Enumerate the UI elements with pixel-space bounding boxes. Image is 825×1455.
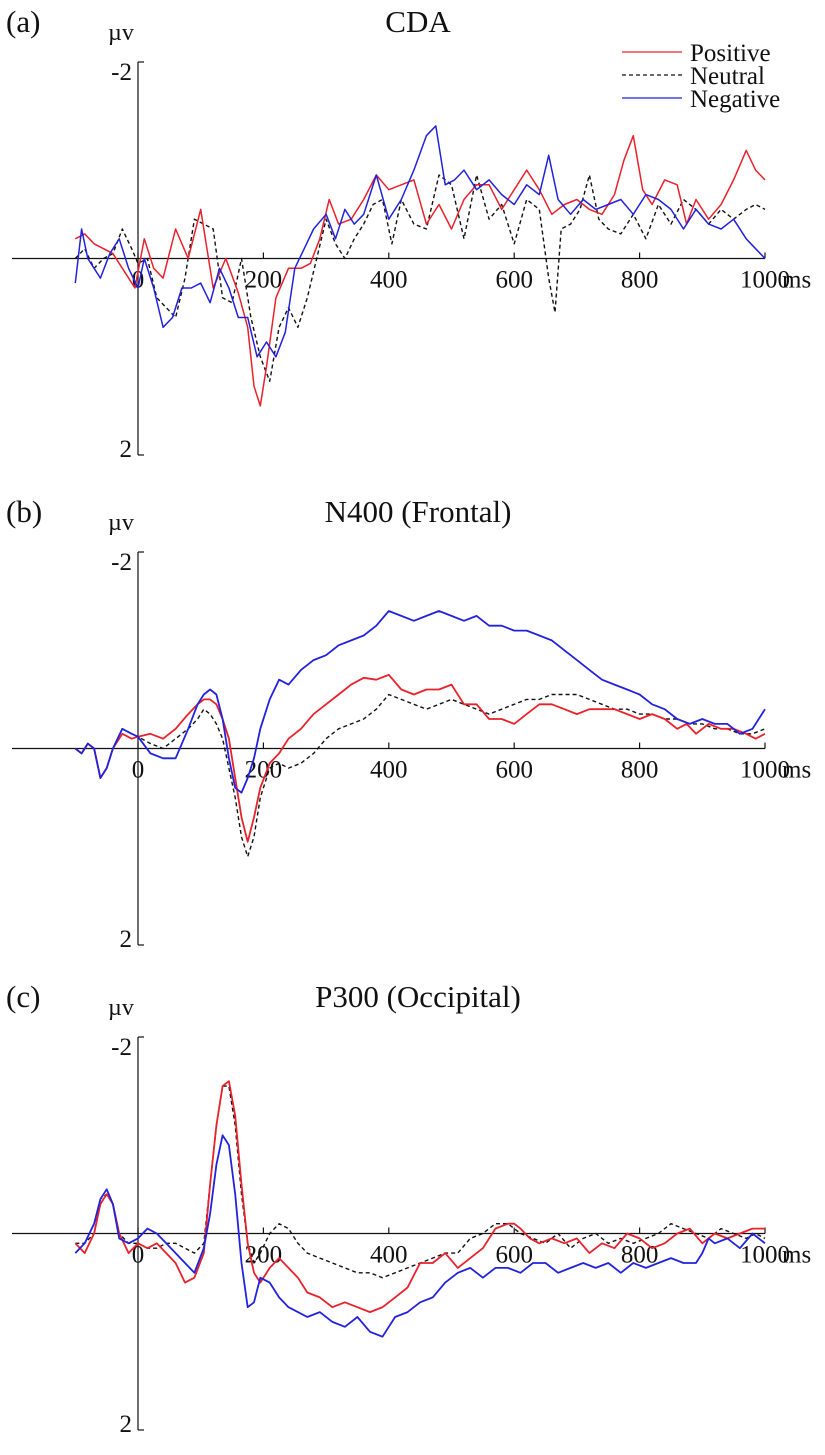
x-tick-label: 600	[495, 267, 533, 294]
series-line-positive	[74, 1080, 765, 1314]
series-line-neutral	[74, 174, 766, 382]
y-tick-label: -2	[111, 59, 132, 86]
y-tick-label: 2	[120, 436, 133, 463]
x-tick-label: 400	[370, 1242, 408, 1269]
y-tick-label: -2	[111, 1034, 132, 1061]
y-unit-label: µv	[108, 20, 134, 46]
x-tick-label: 1000	[740, 757, 790, 784]
series-line-negative	[74, 610, 766, 794]
panel-label: (a)	[6, 4, 40, 39]
panel-a: (a) µv CDA -2 2 0 200 400 600 800 1000 ms Positive Ne…	[0, 0, 825, 480]
panel-label: (b)	[6, 494, 42, 529]
series-line-negative	[74, 125, 766, 358]
x-tick-label: 800	[621, 267, 659, 294]
series-line-neutral	[75, 1085, 766, 1279]
panel-label: (c)	[6, 979, 40, 1014]
n400-frontal-chart: (b) µv N400 (Frontal)-220 200 400 600 800 1000m…	[6, 494, 811, 953]
cda-chart: (a) µv CDA-220 200 400 600 800 1000msPositiveNe…	[6, 4, 811, 463]
series-line-neutral	[74, 693, 766, 858]
legend-label-negative: Negative	[690, 86, 780, 113]
y-tick-label: -2	[111, 549, 132, 576]
y-tick-label: 2	[120, 926, 133, 953]
x-unit-label: ms	[782, 1242, 811, 1269]
x-unit-label: ms	[782, 267, 811, 294]
x-tick-label: 400	[370, 267, 408, 294]
panel-c: (c) µv P300 (Occipital) -2 2 0 200 400 600 800 100…	[0, 975, 825, 1455]
x-tick-label: 400	[370, 757, 408, 784]
y-unit-label: µv	[108, 510, 134, 536]
p300-occipital-chart: (c) µv P300 (Occipital)-220 200 400 600 800 100…	[6, 979, 811, 1438]
x-tick-label: 0	[132, 757, 145, 784]
series-line-positive	[74, 134, 766, 407]
y-tick-label: 2	[120, 1411, 133, 1438]
legend-label-positive: Positive	[690, 40, 771, 67]
legend-label-neutral: Neutral	[690, 63, 765, 90]
x-tick-label: 600	[495, 1242, 533, 1269]
x-tick-label: 600	[495, 757, 533, 784]
x-tick-label: 200	[245, 267, 283, 294]
y-unit-label: µv	[108, 995, 134, 1021]
x-tick-label: 1000	[740, 267, 790, 294]
x-tick-label: 800	[621, 757, 659, 784]
x-unit-label: ms	[782, 757, 811, 784]
panel-b: (b) µv N400 (Frontal) -2 2 0 200 400 600 800 1000 m…	[0, 490, 825, 970]
x-tick-label: 0	[132, 1242, 145, 1269]
series-line-positive	[74, 673, 766, 843]
x-tick-label: 800	[621, 1242, 659, 1269]
chart-title: P300 (Occipital)	[315, 979, 521, 1014]
x-tick-label: 1000	[740, 1242, 790, 1269]
chart-title: CDA	[385, 4, 451, 39]
series-line-negative	[74, 1134, 766, 1338]
chart-title: N400 (Frontal)	[325, 494, 512, 529]
